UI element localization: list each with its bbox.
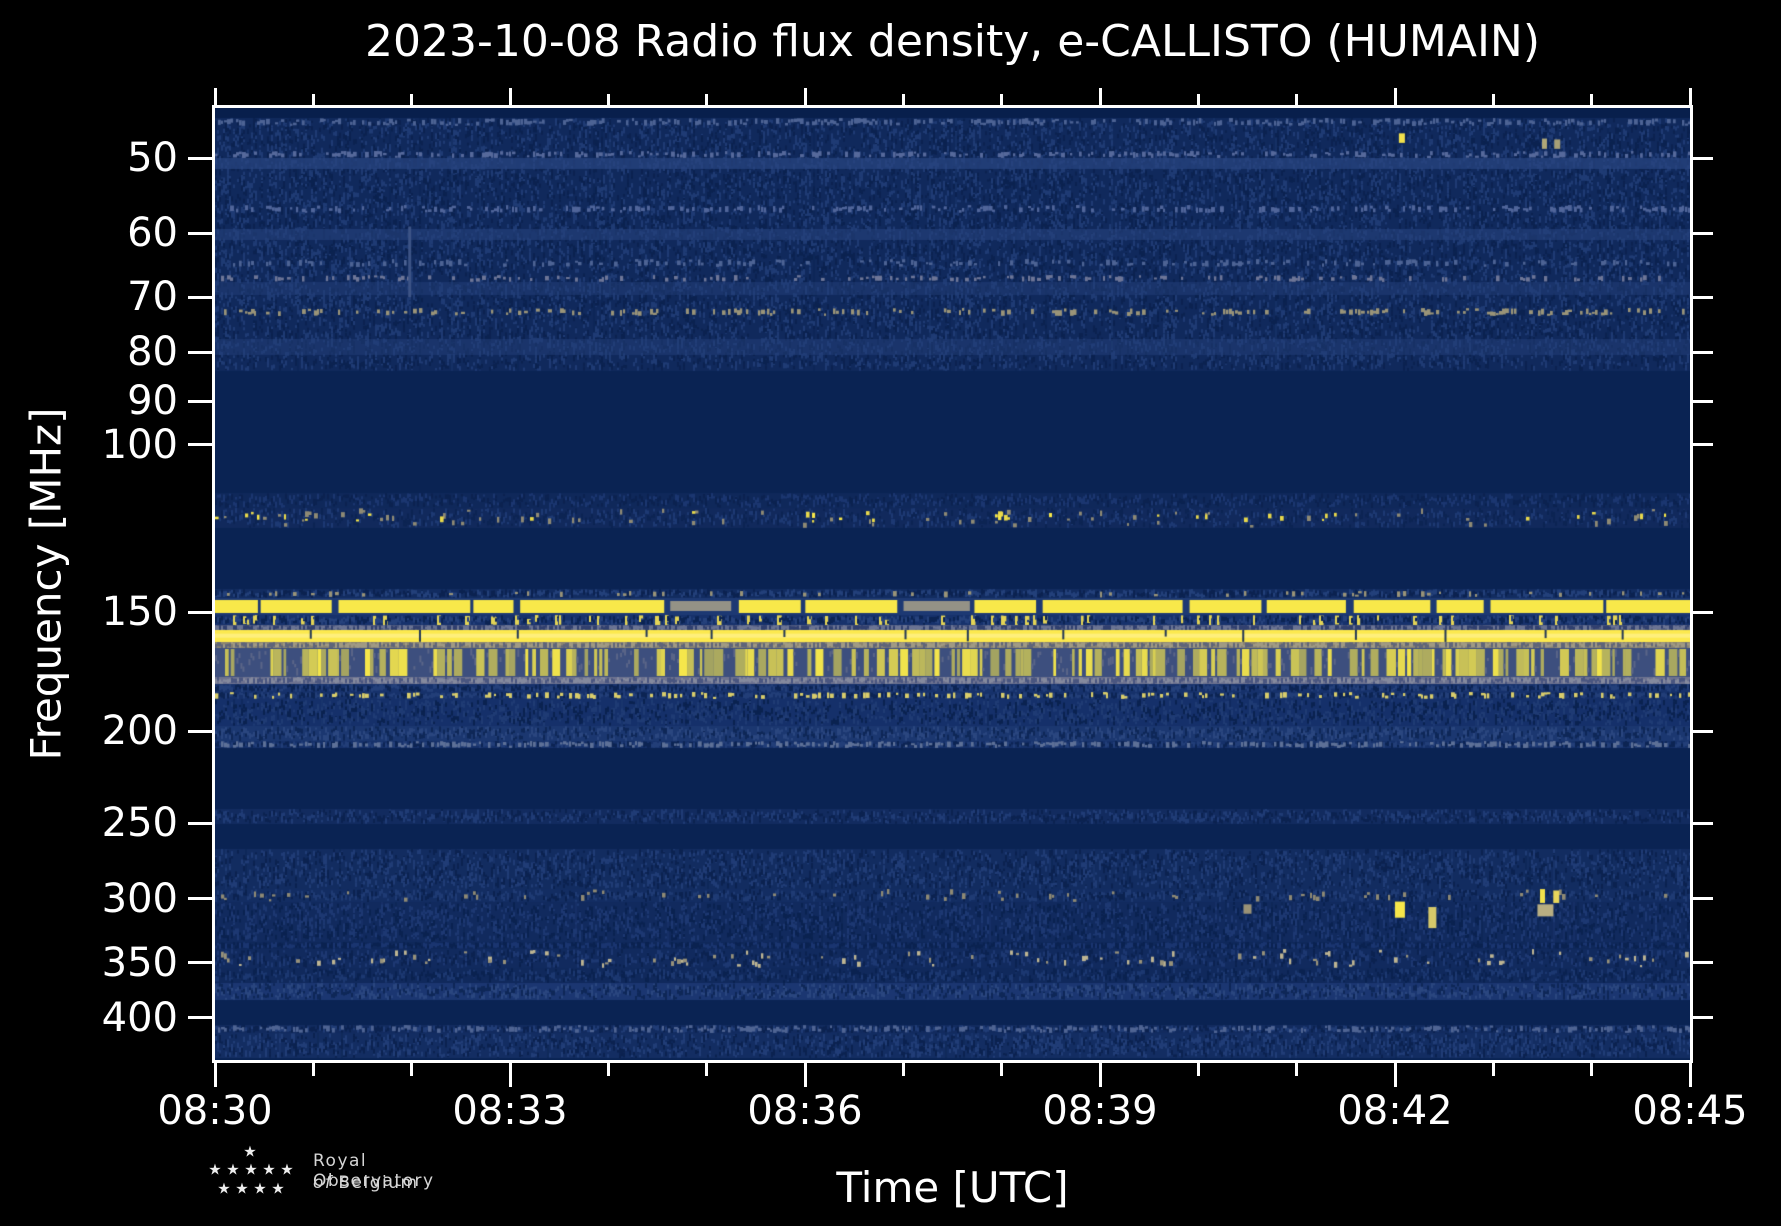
- y-axis-tick: [1693, 295, 1713, 299]
- star-icon: ★: [271, 1179, 285, 1198]
- y-axis-tick-label: 250: [101, 800, 178, 847]
- star-icon: ★: [243, 1142, 257, 1161]
- star-icon: ★: [262, 1160, 276, 1179]
- x-axis-label: Time [UTC]: [836, 1163, 1069, 1212]
- y-axis-tick: [188, 350, 212, 354]
- y-axis-tick: [188, 821, 212, 825]
- rob-logo-belgium: Belgium: [338, 1173, 419, 1193]
- x-axis-tick: [1098, 88, 1102, 105]
- y-axis-tick: [1693, 156, 1713, 160]
- x-axis-tick: [901, 1063, 905, 1076]
- x-axis-tick: [1590, 1063, 1594, 1076]
- x-axis-tick-label: 08:36: [747, 1088, 863, 1134]
- star-icon: ★: [226, 1160, 240, 1179]
- y-axis-tick-label: 150: [101, 589, 178, 636]
- x-axis-tick: [1295, 1063, 1299, 1076]
- y-axis-tick-label: 200: [101, 708, 178, 755]
- x-axis-tick: [1491, 1063, 1495, 1076]
- y-axis-tick: [188, 295, 212, 299]
- x-axis-tick: [705, 1063, 709, 1076]
- y-axis-tick-label: 90: [127, 378, 178, 425]
- x-axis-tick: [705, 94, 709, 105]
- y-axis-tick: [1693, 729, 1713, 733]
- star-icon: ★: [235, 1179, 249, 1198]
- rob-logo-of: of: [313, 1173, 333, 1193]
- x-axis-tick: [901, 94, 905, 105]
- x-axis-tick-label: 08:45: [1632, 1088, 1748, 1134]
- star-icon: ★: [244, 1160, 258, 1179]
- plot-frame: [212, 105, 1693, 1063]
- y-axis-tick: [188, 156, 212, 160]
- y-axis-tick-label: 300: [101, 875, 178, 922]
- y-axis-tick: [188, 231, 212, 235]
- star-icon: ★: [280, 1160, 294, 1179]
- y-axis-tick-label: 400: [101, 994, 178, 1041]
- spectrogram-canvas: [215, 108, 1690, 1060]
- y-axis-tick: [1693, 610, 1713, 614]
- y-axis-tick: [188, 443, 212, 447]
- y-axis-tick-label: 80: [127, 329, 178, 376]
- x-axis-tick: [803, 1063, 807, 1087]
- y-axis-tick: [1693, 443, 1713, 447]
- x-axis-tick: [1393, 88, 1397, 105]
- x-axis-tick: [606, 94, 610, 105]
- star-icon: ★: [253, 1179, 267, 1198]
- y-axis-tick: [188, 610, 212, 614]
- x-axis-tick: [1098, 1063, 1102, 1087]
- x-axis-tick-label: 08:30: [157, 1088, 273, 1134]
- x-axis-tick: [213, 1063, 217, 1087]
- x-axis-tick: [410, 1063, 414, 1076]
- x-axis-tick: [508, 1063, 512, 1087]
- x-axis-tick-label: 08:39: [1042, 1088, 1158, 1134]
- x-axis-tick: [1393, 1063, 1397, 1087]
- y-axis-tick: [188, 897, 212, 901]
- y-axis-tick: [1693, 821, 1713, 825]
- x-axis-tick: [1491, 94, 1495, 105]
- x-axis-tick: [311, 94, 315, 105]
- y-axis-tick-label: 100: [101, 421, 178, 468]
- x-axis-tick: [1196, 1063, 1200, 1076]
- x-axis-tick-label: 08:33: [452, 1088, 568, 1134]
- star-icon: ★: [208, 1160, 222, 1179]
- x-axis-tick: [1688, 1063, 1692, 1087]
- x-axis-tick: [1000, 1063, 1004, 1076]
- y-axis-tick: [1693, 961, 1713, 965]
- x-axis-tick: [1000, 94, 1004, 105]
- y-axis-tick: [1693, 231, 1713, 235]
- x-axis-tick: [311, 1063, 315, 1076]
- x-axis-tick: [1196, 94, 1200, 105]
- x-axis-tick: [803, 88, 807, 105]
- y-axis-tick-label: 60: [127, 210, 178, 257]
- x-axis-tick: [1688, 88, 1692, 105]
- x-axis-tick: [410, 94, 414, 105]
- y-axis-tick-label: 70: [127, 274, 178, 321]
- chart-title: 2023-10-08 Radio flux density, e-CALLIST…: [364, 16, 1541, 67]
- rob-logo-text-line2: of Belgium: [313, 1173, 419, 1193]
- x-axis-tick: [508, 88, 512, 105]
- y-axis-tick: [188, 1016, 212, 1020]
- y-axis-tick-label: 50: [127, 135, 178, 182]
- y-axis-tick: [1693, 897, 1713, 901]
- x-axis-tick: [213, 88, 217, 105]
- y-axis-tick-label: 350: [101, 939, 178, 986]
- rob-logo-text-line1: Royal Observatory: [313, 1151, 435, 1191]
- y-axis-tick: [188, 399, 212, 403]
- y-axis-tick: [188, 729, 212, 733]
- x-axis-tick: [1295, 94, 1299, 105]
- x-axis-tick-label: 08:42: [1337, 1088, 1453, 1134]
- star-icon: ★: [217, 1179, 231, 1198]
- y-axis-tick: [1693, 350, 1713, 354]
- y-axis-tick: [1693, 399, 1713, 403]
- x-axis-tick: [606, 1063, 610, 1076]
- y-axis-tick: [188, 961, 212, 965]
- y-axis-tick: [1693, 1016, 1713, 1020]
- x-axis-tick: [1590, 94, 1594, 105]
